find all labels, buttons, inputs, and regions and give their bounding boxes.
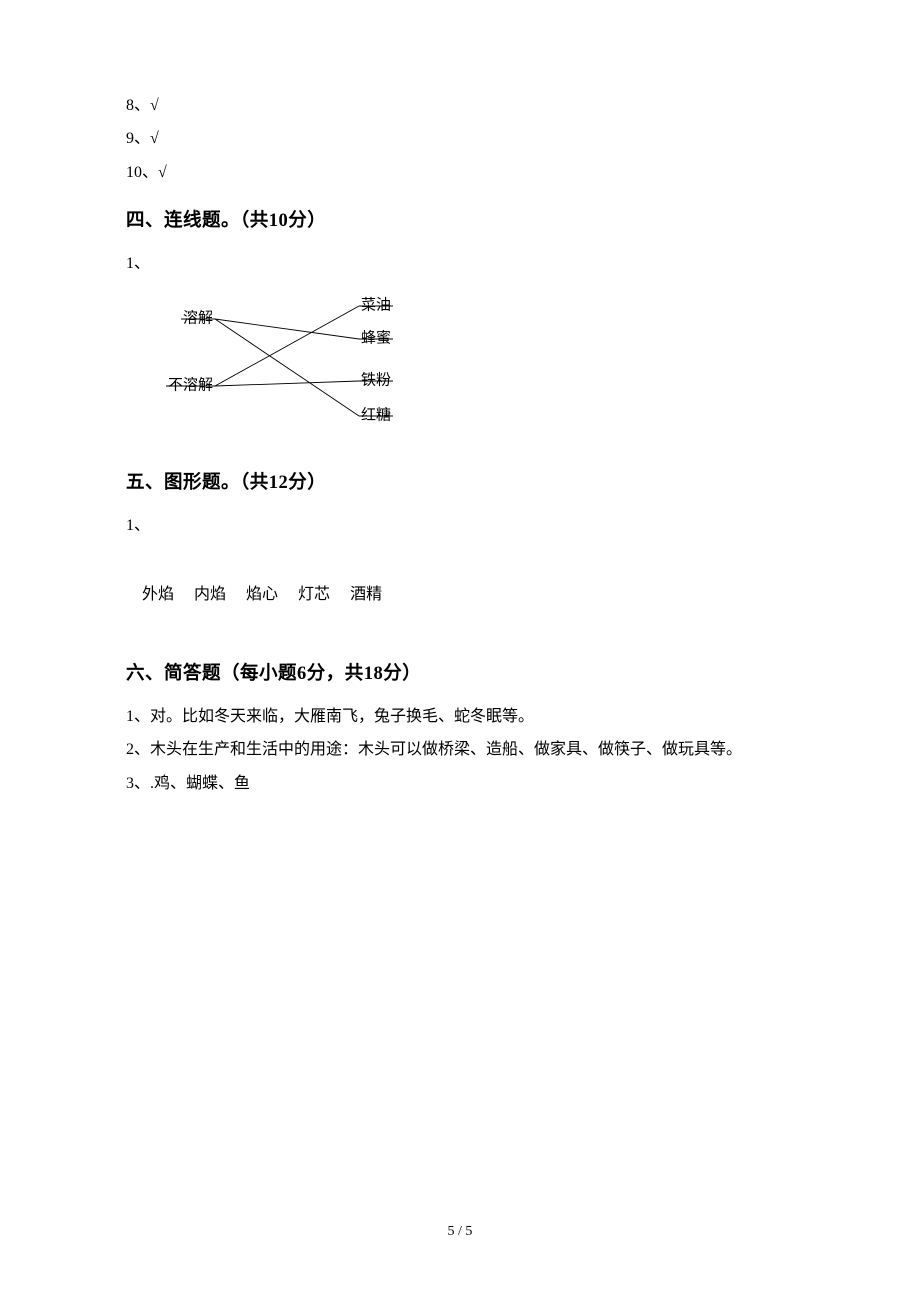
short-answer-item: 2、木头在生产和生活中的用途：木头可以做桥梁、造船、做家具、做筷子、做玩具等。	[126, 735, 794, 765]
sa-num: 1	[126, 708, 134, 725]
answer-num: 8	[126, 97, 134, 114]
section6-heading: 六、简答题（每小题6分，共18分）	[126, 657, 794, 692]
answer-mark: √	[150, 130, 159, 147]
section5-heading: 五、图形题。（共12分）	[126, 466, 794, 501]
sa-text: 对。比如冬天来临，大雁南飞，兔子换毛、蛇冬眠等。	[150, 708, 534, 725]
sa-text: .鸡、蝴蝶、鱼	[150, 775, 250, 792]
answer-line: 10、√	[126, 158, 794, 188]
diagram-label: 内焰	[194, 586, 226, 603]
answer-mark: √	[158, 164, 167, 181]
section4-heading: 四、连线题。（共10分）	[126, 204, 794, 239]
matching-svg: 溶解不溶解 菜油蜂蜜铁粉红糖	[141, 291, 441, 431]
svg-text:不溶解: 不溶解	[168, 376, 213, 393]
diagram-label: 灯芯	[298, 586, 330, 603]
svg-text:溶解: 溶解	[183, 309, 213, 326]
svg-text:蜂蜜: 蜂蜜	[361, 329, 391, 346]
diagram-label: 焰心	[246, 586, 278, 603]
matching-diagram: 溶解不溶解 菜油蜂蜜铁粉红糖	[141, 291, 441, 442]
svg-text:铁粉: 铁粉	[361, 371, 391, 388]
page-number: 5 / 5	[0, 1219, 920, 1246]
answer-num: 10	[126, 164, 142, 181]
answer-mark: √	[150, 97, 159, 114]
diagram-labels-row: 外焰 内焰 焰心 灯芯 酒精	[126, 550, 794, 641]
svg-text:菜油: 菜油	[361, 296, 391, 313]
short-answer-item: 1、对。比如冬天来临，大雁南飞，兔子换毛、蛇冬眠等。	[126, 702, 794, 732]
answer-num: 9	[126, 130, 134, 147]
section5-q1-num: 1、	[126, 511, 794, 541]
short-answer-item: 3、.鸡、蝴蝶、鱼	[126, 769, 794, 799]
diagram-label: 外焰	[142, 586, 174, 603]
answer-line: 9、√	[126, 124, 794, 154]
sa-num: 2	[126, 741, 134, 758]
section4-q1-num: 1、	[126, 249, 794, 279]
answer-line: 8、√	[126, 91, 794, 121]
svg-text:红糖: 红糖	[361, 406, 391, 423]
diagram-label: 酒精	[350, 586, 382, 603]
document-page: 8、√ 9、√ 10、√ 四、连线题。（共10分） 1、 溶解不溶解 菜油蜂蜜铁粉…	[0, 0, 920, 1302]
sa-num: 3	[126, 775, 134, 792]
sa-text: 木头在生产和生活中的用途：木头可以做桥梁、造船、做家具、做筷子、做玩具等。	[150, 741, 742, 758]
